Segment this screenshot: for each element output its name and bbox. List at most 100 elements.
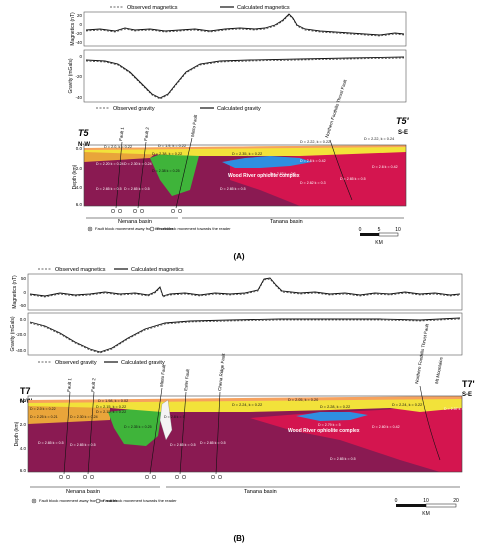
minto-fault-line-b — [149, 387, 163, 475]
legend-observed-magnetics-a: Observed magnetics — [127, 5, 178, 11]
block-labels-deep-a: D = 2.20 k = 0.24 D = 2.30 k = 0.24 D = … — [96, 159, 398, 191]
fault-lines-a — [115, 137, 353, 209]
legend-calculated-magnetics-a: Calculated magnetics — [237, 5, 290, 11]
calculated-gravity-curve-b — [29, 317, 461, 353]
scale-tick: 10 — [395, 227, 401, 233]
depth-ylabel-b: Depth (km) — [14, 421, 20, 446]
block-label: D = 2.65 k = 0.5 — [330, 457, 356, 461]
magnetics-plot-a — [83, 11, 407, 47]
depth-ticks-b: 0.0 2.0 4.0 6.0 — [20, 398, 27, 473]
depth-tick: 4.0 — [76, 185, 83, 190]
magnetics-ylabel-b: Magnetics (nT) — [12, 275, 18, 309]
grav-tick: -40 — [75, 95, 82, 100]
scale-tick: 0 — [395, 498, 398, 504]
depth-tick: 6.0 — [20, 468, 27, 473]
block-label: D = 2.22, k = 0.24 — [364, 137, 394, 141]
fault-2-line-b — [87, 391, 95, 475]
scale-tick: 5 — [378, 227, 381, 233]
block-label: D = 2.65 k = 0.5 — [220, 187, 246, 191]
block-label: D = 2.65 k = 0.5 — [96, 187, 122, 191]
green-basin-fill-a — [150, 150, 200, 196]
section-end-label-a: T5' — [396, 116, 410, 126]
scale-bar-b: 0 10 20 KM — [395, 498, 459, 517]
northern-foothills-thrust-line-b — [419, 385, 441, 461]
scale-unit: KM — [375, 240, 383, 246]
grav-tick: -20.0 — [16, 332, 27, 337]
magnetics-legend-b: Observed magnetics Calculated magnetics — [38, 267, 184, 273]
scale-unit: KM — [422, 511, 430, 517]
block-label: D = 2.6 k = 0.42 — [372, 165, 398, 169]
fault-zone-sliver-b — [159, 399, 173, 441]
depth-tick: 2.0 — [76, 166, 83, 171]
block-label: D = 2.30 k = 0.24 — [70, 415, 98, 419]
ophiolite-complex-a — [222, 156, 312, 168]
block-label: D = 2.20 k = 0.24 — [96, 162, 124, 166]
mag-tick: -40 — [75, 40, 82, 45]
gravity-plot-a — [83, 49, 407, 103]
fault-movement-symbols-b — [58, 474, 223, 480]
nenana-basin-label-b: Nenana basin — [66, 489, 100, 495]
depth-tick: 0.0 — [76, 146, 83, 151]
scale-tick: 20 — [453, 498, 459, 504]
panel-a: Observed magnetics Calculated magnetics … — [68, 5, 410, 261]
caption-a: (A) — [233, 252, 244, 261]
tanana-basin-label-b: Tanana basin — [244, 489, 277, 495]
block-label: D = 2.15, k = 0.22 — [96, 410, 126, 414]
minto-fault-label-a: Minto Fault — [190, 114, 198, 137]
legend-calculated-gravity-b: Calculated gravity — [121, 360, 165, 366]
gravity-legend-b: Observed gravity Calculated gravity — [38, 360, 165, 366]
block-label: D = 2.15, k = 0.22 — [96, 405, 126, 409]
gravity-legend-a: Observed gravity Calculated gravity — [96, 106, 261, 112]
observed-magnetics-curve-a — [85, 14, 405, 37]
magnetics-ticks-b: 50 0 -50 — [19, 276, 26, 308]
block-label: D = 2.8 k = 5 — [164, 415, 185, 419]
block-label: D = 2.38, k = 0.22 — [152, 152, 182, 156]
tanana-basin-label-a: Tanana basin — [270, 219, 303, 225]
fault-symbol-legend-a: Fault block movement away from the reade… — [87, 226, 231, 232]
gravity-ticks-b: 0.0 -20.0 -40.0 — [16, 317, 27, 353]
panel-b: Observed magnetics Calculated magnetics … — [10, 267, 475, 543]
legend-observed-magnetics-b: Observed magnetics — [55, 267, 106, 273]
depth-ylabel-a: Depth (km) — [72, 164, 78, 189]
block-label: D = 2.22, k = 0.22 — [300, 140, 330, 144]
block-label: D = 2.6 k = 0.42 — [300, 159, 326, 163]
block-label: D = 1.98, k = 0.02 — [98, 399, 128, 403]
block-labels-a: D = 2.0, k = 0.22 D = 1.9, k = 0.22 D = … — [104, 137, 394, 156]
fault-symbol-legend-b: Fault block movement away from the reade… — [31, 498, 177, 504]
mag-tick: 0 — [23, 290, 26, 295]
block-label: D = 2.0, k = 0.22 — [104, 145, 132, 149]
ophiolite-complex-b — [296, 412, 368, 421]
grav-tick: -20 — [75, 74, 82, 79]
mag-tick: -50 — [19, 303, 26, 308]
gravity-ticks-a: 0 -20 -40 — [75, 54, 82, 100]
block-label: D = 2.05, k = 0.20 — [288, 398, 318, 402]
fault-towards-label-a: Fault block movement towards the reader — [157, 226, 231, 231]
observed-gravity-curve-b — [29, 318, 461, 354]
fault-away-label-a: Fault block movement away from the reade… — [95, 226, 174, 231]
block-label: D = 2.63 k = 0.5 — [270, 172, 296, 176]
surface-orange-layer-a — [84, 145, 406, 150]
depth-tick: 0.0 — [20, 398, 27, 403]
fault-towards-label-b: Fault block movement towards the reader — [103, 498, 177, 503]
legend-observed-gravity-b: Observed gravity — [55, 360, 97, 366]
section-start-label-b: T7 — [20, 386, 31, 396]
ophiolite-label-b: Wood River ophiolite complex — [288, 428, 360, 434]
block-label: D = 2.28, k = 0.22 — [320, 405, 350, 409]
fault-1-line-b — [63, 391, 71, 475]
depth-tick: 2.0 — [20, 422, 27, 427]
ester-fault-label-b: Ester Fault — [183, 368, 190, 391]
caption-b: (B) — [233, 534, 244, 543]
grav-tick: 0 — [79, 54, 82, 59]
depth-ticks-a: 0.0 2.0 4.0 6.0 — [76, 146, 83, 207]
observed-magnetics-curve-b — [29, 278, 461, 298]
block-label: D = 1.9, k = 0.22 — [158, 144, 186, 148]
upper-basement-unit-b — [250, 404, 462, 472]
mag-tick: 0 — [79, 22, 82, 27]
green-basin-fill-b — [108, 408, 162, 446]
section-start-direction-b: N-W — [20, 399, 32, 405]
depth-tick: 4.0 — [20, 446, 27, 451]
fault-1-label-a: Fault 1 — [118, 126, 125, 141]
fault-1-label-b: Fault 1 — [66, 377, 72, 392]
block-label: D = 2.0 k = 0.22 — [30, 407, 56, 411]
